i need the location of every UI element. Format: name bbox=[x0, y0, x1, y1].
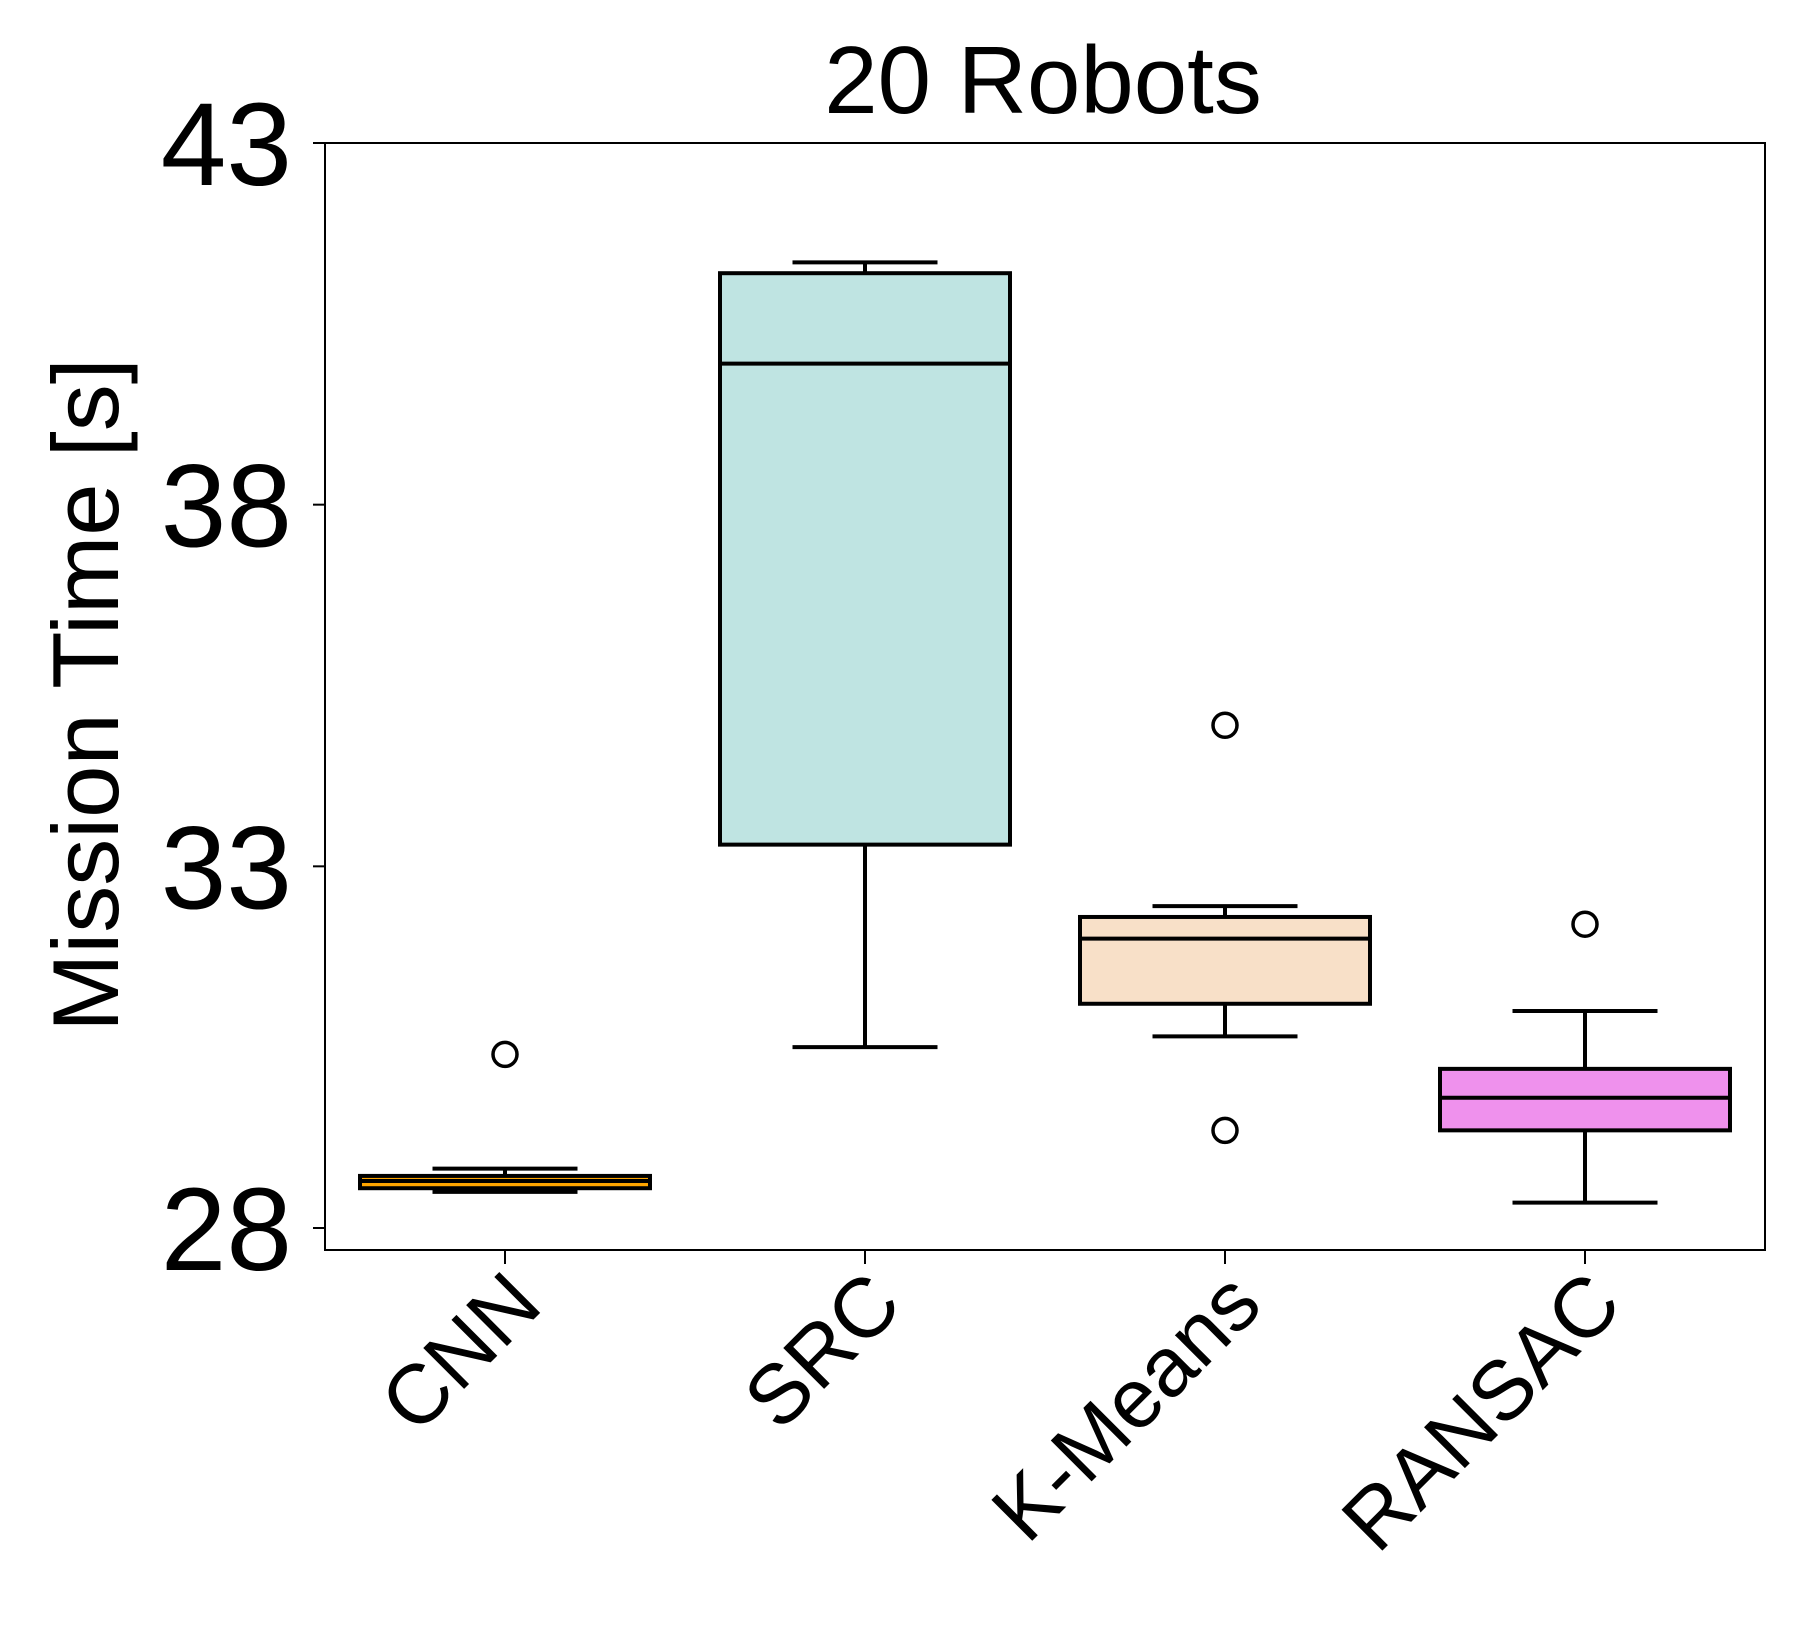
x-tick-label-src: SRC bbox=[726, 1254, 918, 1446]
outlier-cnn-1 bbox=[491, 1040, 519, 1069]
box-group-src bbox=[718, 260, 1012, 1050]
y-axis-ticks: 28 33 38 43 bbox=[161, 79, 325, 1296]
boxes-layer bbox=[358, 260, 1732, 1205]
x-tick-label-cnn: CNN bbox=[363, 1254, 558, 1449]
outlier-ransac-1 bbox=[1571, 910, 1599, 938]
chart-title: 20 Robots bbox=[824, 27, 1262, 134]
box-k-means bbox=[1078, 914, 1372, 1006]
y-tick-label-33: 33 bbox=[161, 802, 292, 934]
y-tick-label-38: 38 bbox=[161, 441, 292, 573]
box-group-ransac bbox=[1438, 910, 1732, 1205]
outlier-k-means-2 bbox=[1211, 1116, 1239, 1145]
x-tick-label-k-means: K-Means bbox=[974, 1254, 1278, 1558]
y-tick-label-43: 43 bbox=[161, 79, 292, 211]
box-src bbox=[718, 271, 1012, 847]
y-axis-label: Mission Time [s] bbox=[33, 358, 138, 1032]
x-tick-label-ransac: RANSAC bbox=[1324, 1254, 1638, 1568]
y-tick-label-28: 28 bbox=[161, 1164, 292, 1296]
box-group-cnn bbox=[358, 1040, 652, 1194]
x-axis-ticks: CNN SRC K-Means RANSAC bbox=[363, 1250, 1638, 1568]
box-group-k-means bbox=[1078, 711, 1372, 1145]
outlier-k-means-1 bbox=[1211, 711, 1239, 740]
plot-frame bbox=[324, 142, 1766, 1251]
